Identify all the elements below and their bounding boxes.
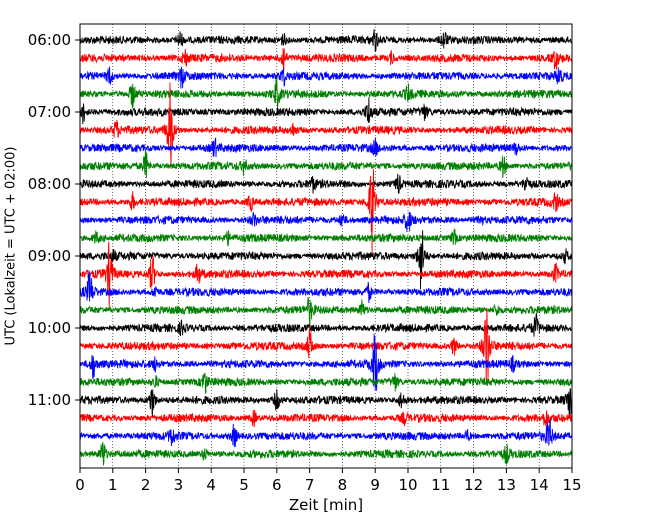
x-tick-label: 4 [206,476,216,494]
seismic-trace [79,296,573,326]
trace-group [79,29,573,466]
seismic-trace [79,137,573,158]
y-tick-label: 10:00 [28,319,71,337]
x-tick-label: 0 [75,476,85,494]
x-tick-label: 7 [305,476,315,494]
seismic-trace [79,419,573,448]
x-tick-label: 11 [431,476,450,494]
plot-frame [79,23,573,469]
seismic-trace [79,230,573,290]
x-tick-label: 2 [141,476,151,494]
x-tick-label: 14 [530,476,549,494]
seismic-trace [79,313,573,337]
x-tick-label: 6 [272,476,282,494]
y-tick-label: 07:00 [28,103,71,121]
seismic-trace [79,441,573,466]
grid-lines [112,24,540,468]
x-tick-label: 1 [108,476,118,494]
x-tick-label: 13 [497,476,516,494]
x-tick-label: 12 [464,476,483,494]
seismic-trace [79,97,573,125]
y-axis-label: UTC (Lokalzeit = UTC + 02:00) [4,147,19,346]
seismic-trace [79,77,573,110]
seismic-trace [79,211,573,232]
seismic-trace [79,307,573,385]
seismic-trace [79,173,573,194]
seismic-trace [79,169,573,254]
seismic-trace [79,270,573,303]
seismic-trace [79,228,573,247]
seismic-trace [79,241,573,309]
x-axis: 0 1 2 3 4 5 6 7 8 9 10 11 12 13 14 15 [75,468,582,494]
seismic-trace [79,372,573,394]
seismic-trace [79,66,573,89]
y-tick-label: 09:00 [28,247,71,265]
x-tick-label: 5 [239,476,249,494]
x-tick-label: 9 [370,476,380,494]
seismic-trace [79,333,573,391]
seismic-trace [79,48,573,71]
x-tick-label: 15 [562,476,581,494]
seismic-trace [79,409,573,428]
y-tick-label: 06:00 [28,31,71,49]
y-tick-label: 11:00 [28,391,71,409]
seismic-trace [79,148,573,178]
x-tick-label: 3 [174,476,184,494]
x-tick-label: 8 [338,476,348,494]
seismic-trace [79,29,573,53]
x-axis-label: Zeit [min] [289,496,363,514]
x-tick-label: 10 [398,476,417,494]
seismic-trace [79,82,573,169]
y-axis: 06:00 07:00 08:00 09:00 10:00 11:00 [28,31,80,409]
seismic-trace [79,388,573,420]
y-tick-label: 08:00 [28,175,71,193]
